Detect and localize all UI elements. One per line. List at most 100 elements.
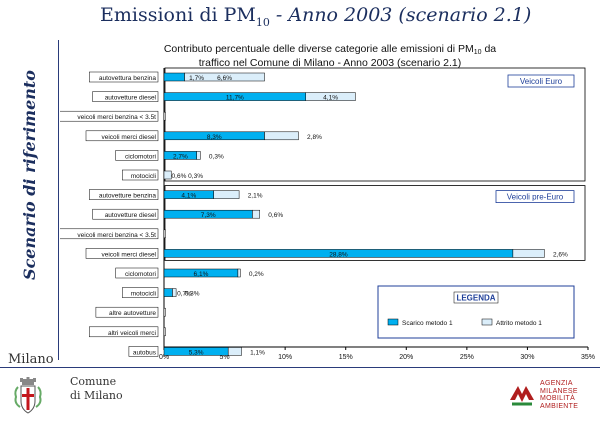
- comune-logo-text: Comune di Milano: [70, 375, 123, 403]
- category-label-box: [85, 248, 159, 259]
- chart-title-text: Contributo percentuale delle diverse cat…: [164, 43, 474, 55]
- footer-divider: [0, 367, 600, 368]
- agency-line-4: AMBIENTE: [540, 402, 579, 410]
- x-tick-label: 15%: [339, 354, 353, 361]
- data-label-friction: 0,3%: [209, 153, 224, 160]
- data-label-exhaust: 2,7%: [173, 153, 188, 160]
- data-label-friction: 2,6%: [553, 251, 568, 258]
- category-label: ciclomotori: [125, 271, 156, 278]
- data-label-exhaust: 11,7%: [226, 95, 244, 102]
- chart-title-line-1: Contributo percentuale delle diverse cat…: [164, 43, 496, 56]
- legend-swatch-exhaust: [387, 318, 399, 326]
- data-label-exhaust: 7,3%: [201, 212, 216, 219]
- category-label-box: [95, 306, 159, 318]
- category-label: altre autovetture: [109, 310, 156, 317]
- data-label-friction: 0,6%: [268, 212, 283, 219]
- category-label-box: [115, 267, 159, 279]
- agency-line-3: MOBILITÀ: [540, 395, 576, 402]
- chart-title-line-2: traffico nel Comune di Milano - Anno 200…: [199, 57, 461, 69]
- category-label-box: [92, 91, 159, 102]
- slide-title-main: Emissioni di PM: [100, 4, 256, 26]
- category-label-box: [60, 110, 159, 122]
- x-tick-label: 30%: [520, 354, 534, 361]
- group-tag-pre-euro-box: [495, 190, 575, 204]
- chart-title-subscript: 10: [474, 49, 482, 56]
- category-label: veicoli merci benzina < 3.5t: [77, 114, 156, 121]
- bar-zero: [163, 307, 166, 317]
- category-label-box: [89, 189, 159, 200]
- x-tick-label: 5%: [220, 354, 230, 361]
- x-tick-label: 10%: [278, 354, 292, 361]
- bar-zero: [163, 327, 166, 337]
- category-label: veicoli merci diesel: [101, 251, 156, 258]
- category-label-box: [60, 228, 159, 240]
- x-tick-label: 35%: [581, 354, 595, 361]
- group-tag-pre-euro: Veicoli pre-Euro: [507, 193, 564, 202]
- legend-label-exhaust: Scarico metodo 1: [402, 320, 453, 327]
- category-label-box: [122, 287, 159, 298]
- data-label-friction: 0,2%: [249, 271, 264, 278]
- group-box-euro: [164, 67, 586, 182]
- agency-name: AGENZIA MILANESE MOBILITÀ AMBIENTE: [540, 380, 578, 410]
- bar-friction: [163, 170, 172, 180]
- bar-friction: [184, 72, 265, 82]
- agency-line-1: AGENZIA: [540, 380, 573, 387]
- category-label: motocicli: [131, 291, 156, 298]
- agency-logo-icon: [510, 386, 534, 406]
- slide-title: Emissioni di PM10 - Anno 2003 (scenario …: [100, 4, 600, 34]
- data-label-friction: 2,8%: [307, 134, 322, 141]
- slide-title-rest: - Anno 2003 (scenario 2.1): [269, 4, 532, 26]
- slide-title-subscript: 10: [255, 15, 270, 29]
- data-label-friction: 1,1%: [250, 349, 265, 356]
- category-label: autovettura benzina: [99, 75, 156, 82]
- data-label-friction: 0,3%: [185, 291, 200, 298]
- category-label-box: [122, 169, 159, 181]
- category-label: veicoli merci benzina < 3.5t: [77, 232, 156, 239]
- category-label-box: [128, 346, 159, 357]
- chart-title-end: da: [482, 43, 497, 55]
- bar-zero: [163, 229, 166, 239]
- x-tick-label: 25%: [460, 354, 474, 361]
- legend-swatch-friction: [481, 318, 493, 326]
- milano-label: Milano: [8, 352, 54, 367]
- bar-friction: [252, 209, 260, 219]
- pm10-contribution-chart: Contributo percentuale delle diverse cat…: [60, 43, 595, 361]
- category-label: autovetture diesel: [105, 95, 157, 102]
- comune-line-1: Comune: [70, 375, 117, 388]
- data-label-exhaust: 5,3%: [189, 349, 204, 356]
- bar-friction: [172, 288, 177, 297]
- data-label-exhaust: 4,1%: [181, 193, 196, 200]
- agency-line-2: MILANESE: [540, 387, 578, 395]
- bar-friction: [237, 268, 241, 278]
- category-label-box: [92, 208, 159, 220]
- group-tag-euro: Veicoli Euro: [520, 77, 563, 86]
- legend-title: LEGENDA: [456, 294, 495, 303]
- data-label-friction: 6,6%: [217, 75, 232, 82]
- bar-friction: [196, 151, 201, 160]
- bar-friction: [264, 131, 299, 141]
- data-label-exhaust: 8,3%: [207, 134, 222, 141]
- side-title: Scenario di riferimento: [20, 70, 39, 280]
- side-divider: [58, 40, 59, 360]
- bar-exhaust: [163, 72, 185, 82]
- category-label: motocicli: [131, 173, 156, 180]
- category-label-box: [89, 326, 159, 338]
- city-crest-icon: [14, 377, 42, 414]
- data-label-exhaust: 1,7%: [189, 75, 204, 82]
- comune-line-2: di Milano: [70, 389, 123, 402]
- bar-friction: [227, 347, 242, 356]
- data-label-exhaust: 28,8%: [329, 251, 348, 258]
- category-label-box: [85, 130, 159, 142]
- data-label-friction: 4,1%: [323, 95, 338, 102]
- group-tag-euro-box: [507, 74, 575, 88]
- category-label: autobus: [133, 349, 157, 356]
- bar-friction: [512, 249, 545, 258]
- x-tick-label: 0%: [159, 354, 169, 361]
- category-label-box: [89, 71, 159, 83]
- category-label: ciclomotori: [125, 153, 156, 160]
- bar-friction: [305, 92, 356, 101]
- category-label: altri veicoli merci: [108, 330, 156, 337]
- legend-title-box: [453, 291, 499, 304]
- category-label: autovetture diesel: [105, 212, 157, 219]
- category-label-box: [115, 150, 159, 161]
